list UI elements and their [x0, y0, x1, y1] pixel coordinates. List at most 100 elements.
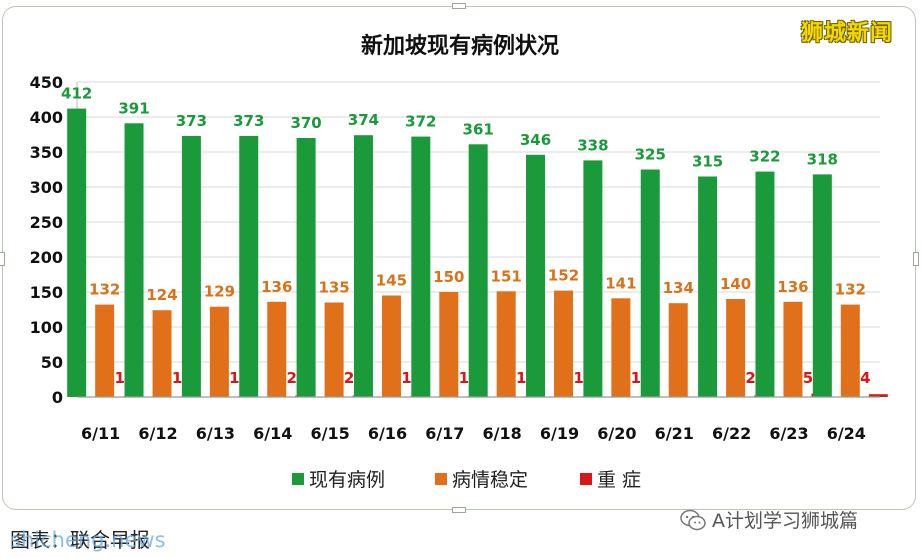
data-label: 315 [692, 153, 723, 171]
bar [267, 301, 287, 397]
data-label: 322 [749, 148, 780, 166]
data-label: 145 [376, 272, 407, 290]
data-label: 1 [229, 369, 239, 387]
bar [239, 135, 259, 397]
bar [611, 298, 631, 397]
resize-handle-top[interactable] [452, 3, 466, 9]
data-label: 134 [663, 279, 694, 297]
bar [583, 160, 603, 397]
source-text: 图表：联合早报 [10, 528, 150, 552]
bar [468, 144, 488, 397]
y-tick-label: 50 [41, 353, 63, 372]
bar [496, 291, 516, 397]
legend-label: 病情稳定 [452, 469, 528, 491]
x-tick-label: 6/11 [81, 424, 120, 443]
data-label: 135 [318, 279, 349, 297]
data-label: 374 [348, 111, 379, 129]
resize-handle-left[interactable] [0, 252, 5, 266]
source-caption: 图表：联合早报 shicheng.news [10, 524, 166, 553]
bar [554, 290, 574, 397]
data-label: 132 [835, 281, 866, 299]
x-tick-label: 6/19 [540, 424, 579, 443]
bar [296, 138, 316, 397]
y-tick-label: 100 [30, 318, 63, 337]
data-label: 361 [463, 120, 494, 138]
bar [209, 306, 229, 397]
brand-logo: 狮城新闻 [801, 21, 894, 46]
y-tick-label: 450 [30, 73, 63, 92]
data-label: 124 [146, 286, 177, 304]
x-tick-label: 6/22 [712, 424, 751, 443]
data-label: 325 [635, 146, 666, 164]
x-tick-label: 6/20 [597, 424, 636, 443]
x-tick-label: 6/15 [310, 424, 349, 443]
y-tick-label: 200 [30, 248, 63, 267]
y-tick-label: 400 [30, 108, 63, 127]
bar [67, 108, 87, 397]
data-label: 2 [344, 369, 354, 387]
x-tick-label: 6/14 [253, 424, 292, 443]
x-tick-label: 6/21 [655, 424, 694, 443]
x-tick-label: 6/12 [138, 424, 177, 443]
data-label: 1 [516, 369, 526, 387]
data-label: 1 [401, 369, 411, 387]
data-label: 391 [118, 99, 149, 117]
resize-handle-bottom[interactable] [452, 507, 466, 513]
legend-label: 现有病例 [309, 469, 385, 491]
bar [783, 301, 803, 397]
data-label: 372 [405, 113, 436, 131]
bar [640, 169, 660, 397]
data-label: 152 [548, 267, 579, 285]
wechat-icon [680, 509, 706, 530]
data-label: 1 [172, 369, 182, 387]
data-label: 2 [745, 369, 755, 387]
wechat-attribution: A计划学习狮城篇 [680, 506, 858, 533]
data-label: 136 [777, 278, 808, 296]
resize-handle-right[interactable] [913, 252, 919, 266]
legend-swatch [435, 473, 447, 485]
x-tick-label: 6/13 [196, 424, 235, 443]
bar [181, 135, 201, 397]
legend-label: 重 症 [597, 469, 641, 491]
data-label: 132 [89, 281, 120, 299]
data-label: 346 [520, 131, 551, 149]
data-label: 370 [290, 114, 321, 132]
data-label: 4 [860, 369, 870, 387]
data-label: 5 [803, 369, 813, 387]
data-label: 318 [807, 150, 838, 168]
data-label: 140 [720, 275, 751, 293]
data-label: 1 [631, 369, 641, 387]
bar [526, 154, 546, 397]
bar [840, 304, 860, 397]
y-tick-label: 350 [30, 143, 63, 162]
bar [755, 171, 775, 397]
bar [411, 136, 431, 397]
data-label: 373 [176, 112, 207, 130]
x-tick-label: 6/24 [827, 424, 866, 443]
chart-title: 新加坡现有病例状况 [361, 33, 559, 59]
bar [124, 123, 144, 398]
bar [381, 295, 401, 397]
x-tick-label: 6/16 [368, 424, 407, 443]
bar [668, 303, 688, 397]
data-label: 2 [287, 369, 297, 387]
y-tick-label: 150 [30, 283, 63, 302]
legend-swatch [580, 473, 592, 485]
bar [152, 310, 172, 397]
data-label: 136 [261, 278, 292, 296]
x-tick-label: 6/23 [769, 424, 808, 443]
data-label: 150 [433, 268, 464, 286]
data-label: 1 [459, 369, 469, 387]
data-label: 412 [61, 85, 92, 103]
legend-swatch [292, 473, 304, 485]
y-tick-label: 250 [30, 213, 63, 232]
bar [868, 394, 888, 397]
bar [353, 135, 373, 397]
x-tick-label: 6/17 [425, 424, 464, 443]
bar [324, 302, 344, 397]
bar [726, 299, 746, 397]
data-label: 373 [233, 112, 264, 130]
bar [698, 176, 718, 397]
data-label: 141 [605, 274, 636, 292]
